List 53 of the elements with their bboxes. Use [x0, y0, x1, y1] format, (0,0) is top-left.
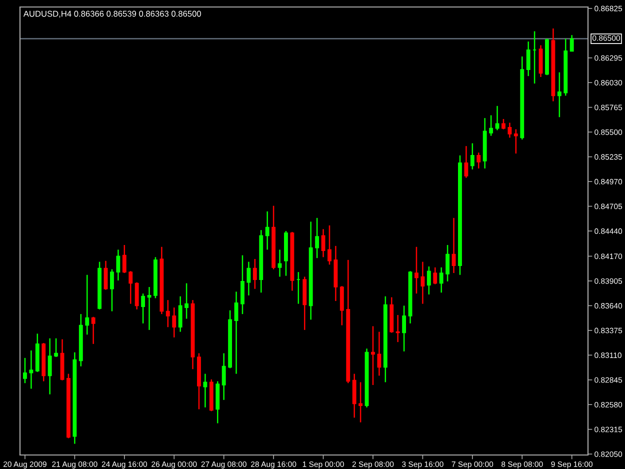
- candlestick: [122, 244, 126, 274]
- candlestick: [464, 145, 468, 178]
- candlestick: [246, 261, 251, 296]
- candlestick: [508, 122, 512, 138]
- candlestick: [402, 305, 406, 352]
- candlestick: [265, 210, 270, 250]
- candlestick: [371, 326, 375, 386]
- candlestick: [321, 228, 326, 258]
- candlestick: [110, 268, 114, 312]
- candlestick: [470, 142, 474, 170]
- candlestick: [128, 270, 133, 304]
- candlestick: [278, 249, 282, 278]
- candlestick: [377, 331, 382, 376]
- candlestick: [514, 128, 518, 154]
- candlestick: [328, 224, 332, 266]
- candlestick: [433, 266, 438, 285]
- candlestick: [240, 254, 244, 315]
- candlestick: [252, 258, 257, 290]
- candlestick: [446, 244, 450, 282]
- candlestick: [91, 316, 96, 345]
- candlestick: [420, 261, 425, 304]
- candlestick: [141, 292, 146, 324]
- candlestick: [489, 114, 494, 136]
- candlestick: [116, 249, 120, 282]
- candlestick: [29, 350, 34, 390]
- candlestick: [172, 306, 176, 338]
- candlestick: [570, 34, 574, 52]
- candlestick: [203, 373, 208, 408]
- candlestick: [414, 246, 418, 294]
- candlestick: [396, 314, 400, 343]
- candlestick: [557, 72, 562, 118]
- candlestick: [426, 266, 431, 296]
- candlestick: [340, 285, 344, 326]
- candlestick: [452, 217, 456, 274]
- candlestick: [358, 382, 363, 423]
- candlestick: [104, 260, 108, 290]
- candlestick: [184, 282, 189, 320]
- candlestick: [54, 338, 58, 358]
- candlestick: [178, 296, 182, 332]
- candlestick: [134, 282, 139, 310]
- candlestick: [352, 373, 356, 418]
- candlestick: [315, 217, 320, 259]
- candlestick: [23, 357, 27, 384]
- candlestick: [439, 266, 444, 294]
- candlestick: [222, 352, 226, 401]
- candlestick: [502, 118, 506, 130]
- candlestick: [495, 105, 500, 131]
- chart-title: AUDUSD,H4 0.86366 0.86539 0.86363 0.86500: [23, 10, 201, 18]
- candlestick: [476, 152, 481, 170]
- candlestick: [48, 338, 52, 395]
- candlestick: [166, 299, 170, 328]
- candlestick: [85, 274, 90, 336]
- candlestick: [526, 40, 530, 77]
